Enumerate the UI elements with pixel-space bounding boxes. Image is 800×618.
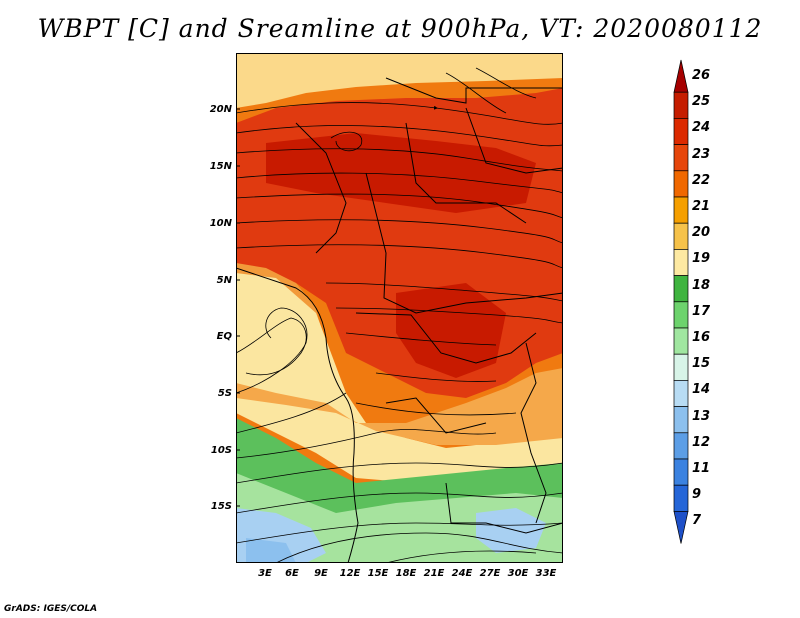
colorbar-label-20: 20 (692, 225, 711, 241)
colorbar-swatch-6 (673, 222, 689, 250)
colorbar-swatch-2 (673, 118, 689, 145)
colorbar-label-7: 7 (692, 513, 702, 529)
colorbar-label-22: 22 (692, 172, 711, 188)
colorbar-label-16: 16 (692, 330, 711, 345)
lat-label-10s: 10S (210, 445, 232, 456)
colorbar-label-12: 12 (692, 434, 711, 450)
colorbar-label-14: 14 (692, 382, 711, 398)
colorbar-swatch-11 (673, 353, 689, 381)
lon-label-30e: 30E (507, 568, 529, 579)
field-blue-patch-3 (246, 538, 296, 563)
colorbar-swatch-4 (673, 170, 689, 198)
lon-label-3e: 3E (258, 568, 272, 579)
colorbar-label-23: 23 (692, 146, 711, 162)
colorbar-swatch-14 (673, 432, 689, 460)
colorbar-swatch-9 (673, 301, 689, 329)
colorbar-label-26: 26 (692, 68, 711, 83)
lat-label-5s: 5S (217, 388, 232, 399)
field-darkred-patch-2 (396, 283, 506, 378)
colorbar-label-17: 17 (692, 303, 711, 319)
lon-label-21e: 21E (423, 568, 445, 579)
lon-label-12e: 12E (339, 568, 361, 579)
colorbar-swatch-13 (673, 406, 689, 434)
field-blue-patch-2 (476, 508, 546, 553)
lat-label-eq: EQ (216, 331, 232, 342)
colorbar-label-13: 13 (692, 408, 711, 424)
colorbar-swatch-8 (673, 275, 689, 303)
colorbar-label-15: 15 (692, 356, 711, 372)
colorbar-swatch-16 (673, 484, 689, 512)
colorbar-swatch-1 (673, 91, 689, 119)
lon-label-33e: 33E (535, 568, 557, 579)
lon-label-9e: 9E (314, 568, 328, 579)
field-yellow-south (236, 273, 563, 483)
colorbar-label-11: 11 (692, 461, 711, 476)
field-darkred-patch-1 (266, 133, 536, 213)
colorbar-swatch-7 (673, 249, 689, 276)
wbpt-streamline-map (236, 53, 563, 563)
lon-label-15e: 15E (367, 568, 389, 579)
lon-label-24e: 24E (451, 568, 473, 579)
colorbar-label-18: 18 (692, 277, 711, 293)
colorbar-swatch-10 (673, 327, 689, 355)
field-yellow-north (236, 53, 563, 108)
lon-label-6e: 6E (285, 568, 299, 579)
colorbar (673, 59, 689, 544)
lat-label-20n: 20N (209, 104, 232, 115)
colorbar-label-21: 21 (692, 199, 711, 214)
country-borders (236, 77, 563, 563)
lon-label-27e: 27E (479, 568, 501, 579)
streamlines (236, 67, 563, 563)
lat-label-5n: 5N (216, 275, 232, 286)
colorbar-swatch-17 (673, 511, 689, 544)
lat-label-15s: 15S (210, 501, 232, 512)
colorbar-label-25: 25 (692, 94, 711, 110)
colorbar-label-24: 24 (692, 120, 711, 136)
colorbar-swatch-3 (673, 144, 689, 172)
colorbar-swatch-12 (673, 380, 689, 407)
colorbar-label-9: 9 (692, 487, 702, 503)
colorbar-label-19: 19 (692, 251, 711, 267)
field-lightorange-south (236, 368, 563, 445)
colorbar-swatch-5 (673, 196, 689, 224)
colorbar-swatch-15 (673, 458, 689, 486)
lon-label-18e: 18E (395, 568, 417, 579)
map-frame (236, 53, 563, 563)
lat-label-15n: 15N (209, 161, 232, 172)
grads-credit: GrADS: IGES/COLA (4, 604, 98, 614)
map-title: WBPT [C] and Sreamline at 900hPa, VT: 20… (37, 14, 763, 43)
lat-label-10n: 10N (209, 218, 232, 229)
colorbar-swatch-0 (673, 59, 689, 93)
